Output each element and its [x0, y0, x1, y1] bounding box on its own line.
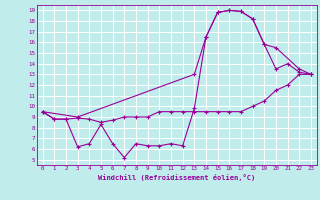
X-axis label: Windchill (Refroidissement éolien,°C): Windchill (Refroidissement éolien,°C) [98, 174, 255, 181]
